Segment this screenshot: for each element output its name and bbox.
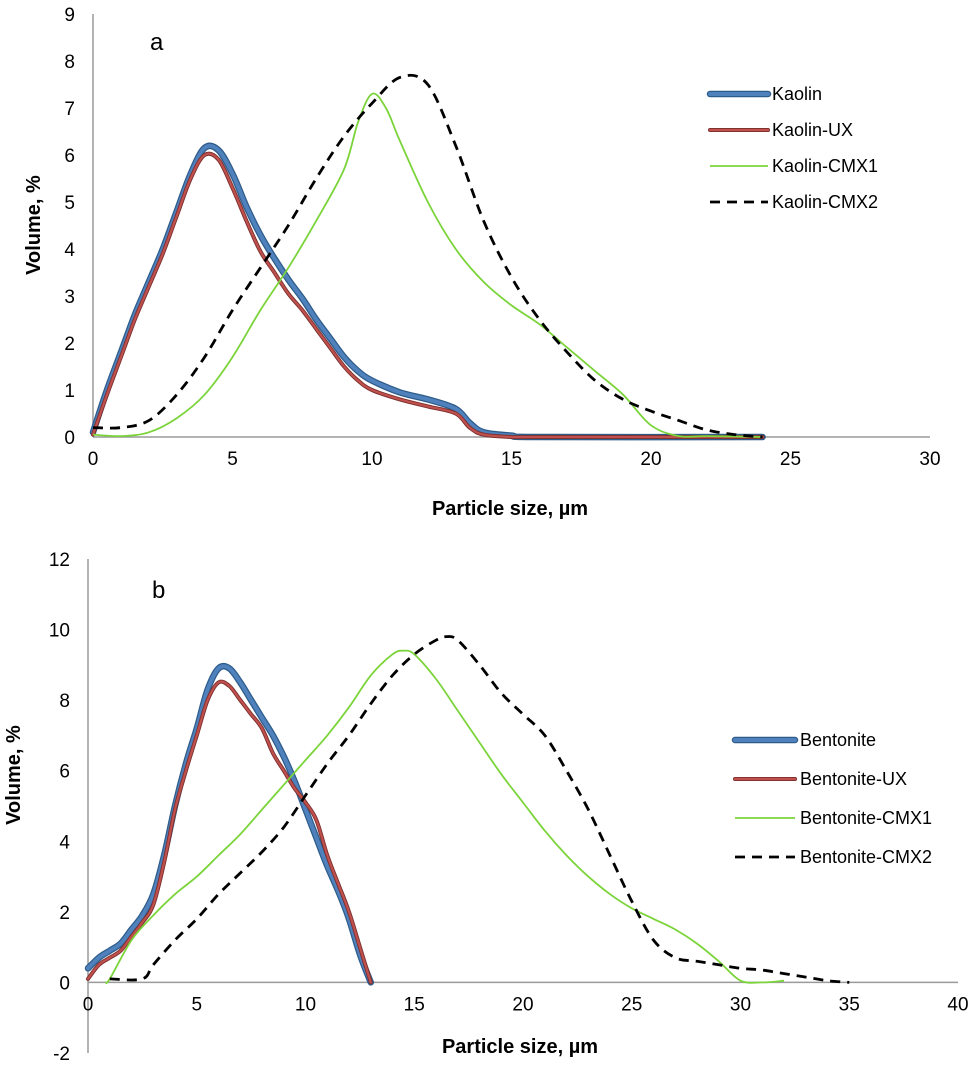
panel-a-series-kaolin-ux bbox=[91, 151, 765, 440]
panel-a-y-ticks: 0 1 2 3 4 5 6 7 8 9 bbox=[64, 5, 75, 449]
panel-a-y-tick-label: 6 bbox=[64, 146, 75, 167]
panel-b-series-bentonite-cmx1 bbox=[104, 649, 785, 984]
panel-b-line-bentonite-cmx2 bbox=[109, 635, 850, 984]
panel-b-x-tick-label: 10 bbox=[295, 994, 316, 1015]
panel-b-series-bentonite-cmx2 bbox=[109, 635, 850, 984]
panel-b-legend-label: Bentonite bbox=[800, 730, 876, 750]
panel-b-legend: Bentonite Bentonite-UX Bentonite-CMX1 Bento… bbox=[731, 730, 932, 867]
panel-a-y-tick-label: 8 bbox=[64, 52, 75, 73]
panel-a-legend-label: Kaolin-CMX2 bbox=[772, 192, 878, 212]
panel-a-series-kaolin-cmx2 bbox=[92, 73, 763, 439]
panel-a-x-tick-label: 15 bbox=[501, 449, 522, 470]
panel-a-y-tick-label: 4 bbox=[64, 240, 75, 261]
panel-b-series-bentonite-ux bbox=[86, 679, 373, 985]
panel-a-legend-label: Kaolin-CMX1 bbox=[772, 156, 878, 176]
panel-b-series-bentonite bbox=[84, 662, 375, 986]
panel-b-x-tick-label: 5 bbox=[191, 994, 202, 1015]
panel-a-y-tick-label: 9 bbox=[64, 5, 75, 26]
panel-b-y-tick-label: 0 bbox=[59, 973, 70, 994]
panel-b-y-tick-label: 4 bbox=[59, 832, 70, 853]
panel-a-y-tick-label: 0 bbox=[64, 428, 75, 449]
panel-a-line-kaolin-ux bbox=[91, 152, 764, 439]
panel-a-line-kaolin-cmx1 bbox=[92, 92, 763, 438]
panel-b-line-bentonite-cmx1 bbox=[104, 649, 785, 984]
panel-b-x-axis-title: Particle size, µm bbox=[442, 1036, 598, 1058]
panel-b-x-tick-label: 35 bbox=[839, 994, 860, 1015]
panel-b-y-tick-label: 10 bbox=[49, 621, 70, 642]
panel-b-x-tick-label: 20 bbox=[512, 994, 533, 1015]
panel-b-x-ticks: 0 5 10 15 20 25 30 35 40 bbox=[83, 994, 969, 1015]
panel-b-legend-label: Bentonite-CMX1 bbox=[800, 808, 932, 828]
panel-a-series bbox=[89, 73, 766, 441]
panel-a-x-tick-label: 0 bbox=[88, 449, 99, 470]
panel-a-y-tick-label: 3 bbox=[64, 287, 75, 308]
panel-b-y-tick-label: 6 bbox=[59, 762, 70, 783]
panel-a-x-tick-label: 10 bbox=[361, 449, 382, 470]
panel-a-legend-label: Kaolin bbox=[772, 84, 822, 104]
panel-a-y-tick-label: 7 bbox=[64, 99, 75, 120]
panel-b-line-bentonite-ux bbox=[86, 680, 372, 984]
panel-b-x-tick-label: 25 bbox=[621, 994, 642, 1015]
panel-a-series-kaolin bbox=[89, 142, 766, 441]
panel-a-letter: a bbox=[150, 29, 164, 56]
panel-a-line-kaolin-outline bbox=[89, 142, 766, 441]
panel-b-y-axis-title: Volume, % bbox=[3, 725, 25, 825]
panel-a-x-ticks: 0 5 10 15 20 25 30 bbox=[88, 449, 941, 470]
panel-b: 0 5 10 15 20 25 30 35 40 -2 0 2 4 6 8 10 12 b Particle … bbox=[3, 550, 969, 1065]
panel-a-x-tick-label: 25 bbox=[780, 449, 801, 470]
panel-b-y-tick-label: 8 bbox=[59, 691, 70, 712]
panel-b-legend-label: Bentonite-CMX2 bbox=[800, 847, 932, 867]
panel-b-y-ticks: -2 0 2 4 6 8 10 12 bbox=[49, 550, 71, 1065]
panel-b-letter: b bbox=[152, 577, 165, 604]
panel-b-x-tick-label: 40 bbox=[947, 994, 968, 1015]
panel-a-y-tick-label: 5 bbox=[64, 193, 75, 214]
panel-a-x-axis-title: Particle size, µm bbox=[432, 498, 588, 520]
panel-b-x-tick-label: 0 bbox=[83, 994, 94, 1015]
panel-a-legend-label: Kaolin-UX bbox=[772, 120, 853, 140]
panel-a-x-tick-label: 30 bbox=[919, 449, 940, 470]
panel-b-y-tick-label: 2 bbox=[59, 903, 70, 924]
panel-b-line-bentonite bbox=[86, 664, 373, 985]
panel-b-x-tick-label: 30 bbox=[730, 994, 751, 1015]
panel-a-x-tick-label: 5 bbox=[227, 449, 238, 470]
panel-a-series-kaolin-cmx1 bbox=[92, 92, 763, 438]
panel-b-series bbox=[84, 635, 850, 986]
panel-a-line-kaolin-ux-outline bbox=[91, 151, 765, 440]
panel-a-x-tick-label: 20 bbox=[640, 449, 661, 470]
panel-a-line-kaolin bbox=[91, 143, 765, 440]
panel-b-y-tick-label: 12 bbox=[49, 550, 70, 571]
panel-a-y-axis-title: Volume, % bbox=[23, 175, 45, 275]
panel-a-line-kaolin-cmx2 bbox=[92, 73, 763, 439]
panel-a-y-tick-label: 2 bbox=[64, 334, 75, 355]
panel-a-legend: Kaolin Kaolin-UX Kaolin-CMX1 Kaolin-CMX2 bbox=[706, 84, 878, 212]
panel-b-x-tick-label: 15 bbox=[404, 994, 425, 1015]
panel-b-legend-label: Bentonite-UX bbox=[800, 769, 907, 789]
panel-a: 0 5 10 15 20 25 30 0 1 2 3 4 5 6 7 8 9 a Particle size,… bbox=[23, 5, 941, 520]
panel-a-y-tick-label: 1 bbox=[64, 381, 75, 402]
panel-b-y-tick-label: -2 bbox=[53, 1044, 70, 1065]
